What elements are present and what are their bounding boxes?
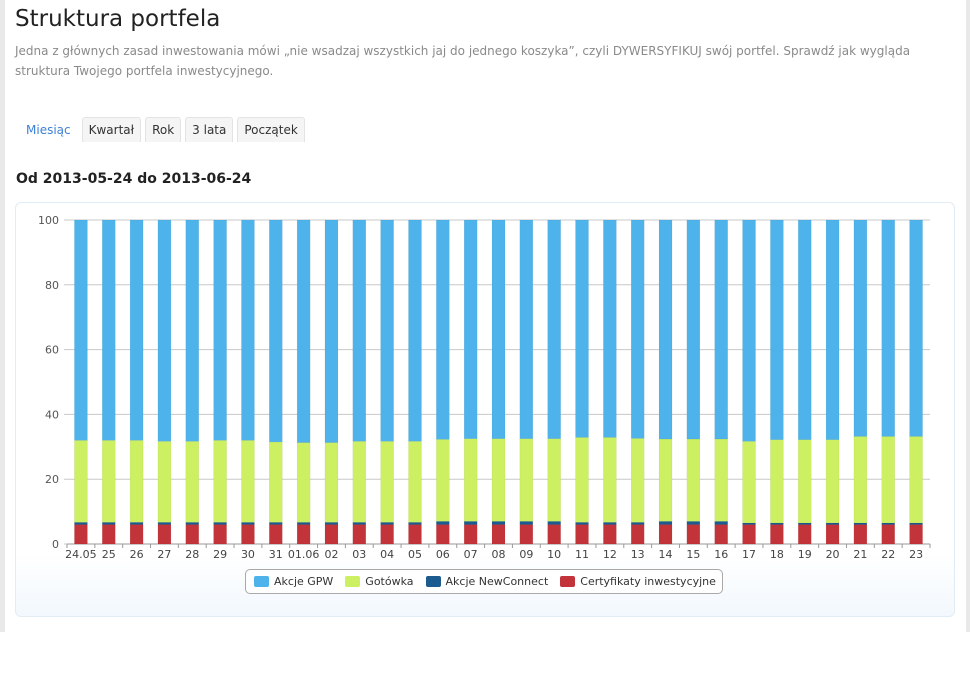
legend-item-certyfikaty[interactable]: Certyfikaty inwestycyjne — [560, 575, 716, 588]
legend-swatch — [345, 576, 361, 587]
legend-swatch — [425, 576, 441, 587]
legend-swatch — [254, 576, 269, 587]
tab-year[interactable]: Rok — [145, 117, 182, 142]
tab-3-years[interactable]: 3 lata — [185, 117, 234, 142]
page-description: Jedna z głównych zasad inwestowania mówi… — [15, 44, 911, 78]
legend-item-akcje-newconnect[interactable]: Akcje NewConnect — [425, 575, 549, 588]
legend-label: Certyfikaty inwestycyjne — [580, 575, 716, 588]
legend-label: Akcje GPW — [274, 575, 334, 588]
tab-beginning[interactable]: Początek — [237, 117, 305, 142]
tab-quarter[interactable]: Kwartał — [81, 117, 142, 142]
period-tabs: Miesiąc Kwartał Rok 3 lata Początek — [19, 117, 305, 142]
legend-label: Akcje NewConnect — [445, 575, 549, 588]
right-border — [966, 0, 970, 632]
chart-container — [15, 202, 955, 617]
chart-legend: Akcje GPW Gotówka Akcje NewConnect Certy… — [245, 569, 723, 594]
tab-month[interactable]: Miesiąc — [26, 123, 71, 137]
legend-label: Gotówka — [365, 575, 414, 588]
legend-item-gotowka[interactable]: Gotówka — [345, 575, 414, 588]
left-border — [0, 0, 5, 632]
legend-item-akcje-gpw[interactable]: Akcje GPW — [254, 575, 333, 588]
date-range-title: Od 2013-05-24 do 2013-06-24 — [16, 171, 252, 187]
page-title: Struktura portfela — [15, 6, 221, 32]
legend-swatch — [560, 576, 576, 587]
